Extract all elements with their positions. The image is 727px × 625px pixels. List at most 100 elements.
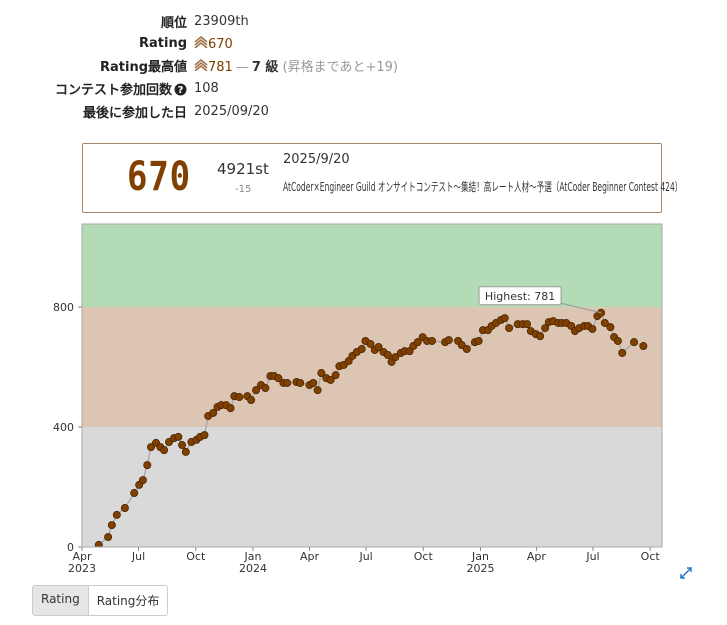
status-place: 4921st (217, 160, 269, 178)
value: 781 (208, 60, 233, 75)
rating-point (331, 371, 340, 380)
x-tick-label: Jul (358, 550, 372, 563)
y-tick-label: 0 (67, 541, 74, 554)
label: 最後に参加した日 (82, 106, 187, 121)
label: Rating (138, 36, 187, 51)
status-date: 2025/9/20 (283, 152, 350, 167)
x-tick-label: Apr (72, 550, 92, 563)
profile-row: 順位 23909th (0, 10, 398, 33)
tab[interactable]: Rating分布 (88, 585, 169, 616)
rating-point (500, 314, 509, 323)
rank-icon (194, 58, 208, 72)
status-box: 670 4921st -15 2025/9/20 AtCoder×Enginee… (82, 143, 682, 213)
rating-point (357, 345, 366, 354)
rating-point (226, 404, 235, 413)
rating-point (588, 324, 597, 333)
rating-point (130, 489, 139, 498)
value-cell: 670 (194, 33, 398, 54)
rating-band (82, 224, 662, 308)
label: 順位 (160, 16, 187, 31)
svg-text:?: ? (178, 85, 184, 96)
tab[interactable]: Rating (32, 585, 89, 616)
note: (昇格まであと+19) (282, 60, 398, 75)
rating-point (309, 378, 318, 387)
annotation-pointer (558, 302, 602, 314)
x-tick-label: Jul (585, 550, 599, 563)
rating-point (174, 432, 183, 441)
help-icon[interactable]: ? (174, 83, 187, 96)
rating-point (209, 408, 218, 417)
x-year-label: 2024 (239, 562, 267, 575)
rating-point (138, 476, 147, 485)
tabs: Rating Rating分布 (32, 585, 169, 616)
profile-table: 順位 23909th Rating 670 Rating最高値 781—7 級 (昇格… (0, 10, 398, 123)
rating-point (143, 461, 152, 470)
rating-point (160, 446, 169, 455)
rating-point (618, 348, 627, 357)
annotation-label: Highest: 781 (485, 290, 555, 303)
x-year-label: 2023 (68, 562, 96, 575)
rating-point (366, 339, 375, 348)
rating-point (104, 533, 113, 542)
expand-icon[interactable] (680, 567, 692, 579)
rating-point (383, 351, 392, 360)
value-cell: 781—7 級 (昇格まであと+19) (194, 54, 398, 77)
value: 108 (194, 81, 219, 96)
label: コンテスト参加回数 (54, 83, 172, 98)
x-tick-label: Jan (243, 550, 261, 563)
rating-point (261, 384, 270, 393)
rating-point (505, 324, 514, 333)
rating-point (541, 324, 550, 333)
dash: — (235, 60, 249, 75)
profile-row: Rating 670 (0, 33, 398, 54)
value: 670 (208, 36, 233, 52)
profile-row: コンテスト参加回数? 108 (0, 77, 398, 100)
status-diff: -15 (235, 184, 252, 195)
annotation-box (478, 286, 562, 306)
rating-point (247, 396, 256, 405)
rating-point (94, 540, 103, 547)
rating-point (178, 441, 187, 450)
rating-point (112, 510, 121, 519)
rating-point (274, 374, 283, 383)
x-tick-label: Apr (527, 550, 547, 563)
rating-point (613, 336, 622, 345)
rating-point (200, 431, 209, 440)
rating-point (606, 323, 615, 332)
x-tick-label: Jan (471, 550, 489, 563)
rating-point (444, 336, 453, 345)
x-tick-label: Oct (641, 550, 661, 563)
rating-point (235, 393, 244, 402)
profile-row: 最後に参加した日 2025/09/20 (0, 100, 398, 123)
rating-band (82, 307, 662, 428)
value: 23909th (194, 14, 249, 29)
x-tick-label: Oct (414, 550, 434, 563)
x-year-label: 2025 (466, 562, 494, 575)
rank: 7 級 (251, 60, 279, 75)
rating-point (120, 504, 129, 513)
label: Rating最高値 (99, 60, 187, 75)
rating-chart: 0 400 800 Apr Jul Oct Jan Apr Jul Oct Jan Apr Jul Oct… (53, 223, 692, 579)
rating-point (317, 369, 326, 378)
x-tick-label: Jul (131, 550, 145, 563)
x-tick-label: Apr (300, 550, 320, 563)
rating-point (474, 336, 483, 345)
rating-point (536, 332, 545, 341)
rating-point (462, 345, 471, 354)
rating-point (181, 447, 190, 456)
rating-point (639, 342, 648, 351)
rating-point (252, 386, 261, 395)
profile-row: Rating最高値 781—7 級 (昇格まであと+19) (0, 54, 398, 77)
rating-point (427, 336, 436, 345)
status-contest: AtCoder×Engineer Guild オンサイトコンテスト～集結！高レー… (283, 180, 683, 194)
value: 2025/09/20 (194, 104, 269, 119)
rating-point (107, 521, 116, 530)
plot-border (81, 223, 663, 548)
rating-point (413, 338, 422, 347)
rating-point (600, 318, 609, 327)
rating-point (374, 342, 383, 351)
rating-point (391, 353, 400, 362)
rating-point (326, 375, 335, 384)
status-rating: 670 (127, 154, 191, 200)
